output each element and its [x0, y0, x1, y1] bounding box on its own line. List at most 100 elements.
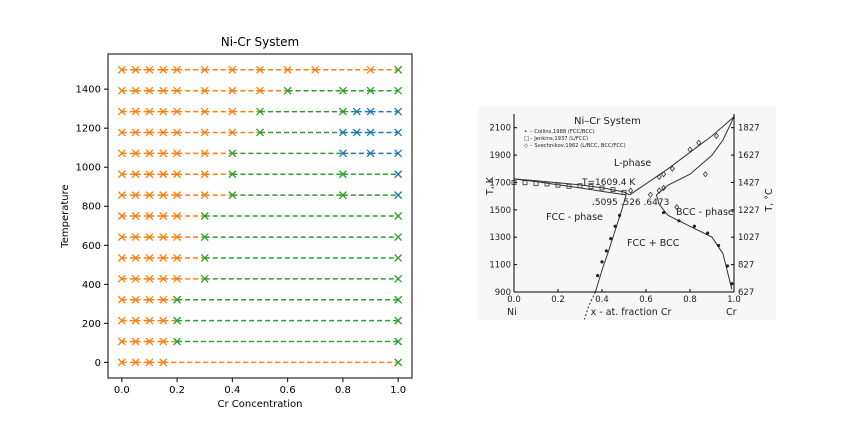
x-marker-fcc	[131, 170, 140, 179]
x-marker-bcc	[394, 191, 403, 200]
x-marker-fcc	[117, 86, 126, 95]
legend-entry: – Collins,1988 (FCC/BCC)	[530, 129, 595, 135]
svechnikov-point	[656, 173, 662, 181]
x-marker-mixed	[394, 254, 403, 262]
x-marker-bcc	[366, 149, 375, 158]
x-marker-fcc	[131, 233, 140, 242]
x-marker-fcc	[173, 274, 182, 283]
eutectic-compositions-label: .5095 .526 .6473	[592, 198, 669, 208]
x-marker-mixed	[394, 212, 403, 220]
x-marker-bcc	[338, 128, 347, 137]
jenkins-point	[544, 181, 550, 187]
x-marker-bcc	[366, 107, 375, 116]
collins-point	[717, 243, 721, 248]
x-marker-fcc	[145, 233, 154, 242]
celsius-tick-label: 1427	[738, 178, 760, 188]
x-marker-fcc	[131, 316, 140, 325]
svechnikov-point	[696, 139, 702, 146]
x-axis-label: Cr Concentration	[217, 399, 302, 410]
legend-entry: – Svechnikov,1962 (L/BCC, BCC/FCC)	[530, 143, 626, 149]
x-marker-fcc	[145, 358, 154, 367]
kelvin-tick-label: 1100	[489, 261, 511, 271]
x-marker-fcc	[117, 274, 126, 283]
x-marker-fcc	[145, 337, 154, 346]
kelvin-tick-label: 900	[495, 288, 511, 298]
y-axis-label: Temperature	[60, 184, 71, 248]
x-tick-label: 0.4	[224, 385, 240, 396]
x-marker-fcc	[117, 65, 126, 74]
fcc-liquidus-curve	[513, 178, 630, 196]
fcc-solvus-curve	[594, 194, 627, 293]
collins-point	[609, 237, 613, 241]
x-marker-bcc	[394, 107, 403, 116]
x-marker-bcc	[394, 128, 403, 137]
x-marker-bcc	[352, 128, 361, 137]
x-marker-fcc	[200, 65, 209, 74]
x-marker-fcc	[117, 254, 126, 262]
x-marker-fcc	[131, 295, 140, 304]
y-tick-label: 1400	[76, 85, 101, 96]
kelvin-tick-label: 1900	[489, 151, 511, 161]
svechnikov-point	[713, 132, 719, 140]
x-marker-fcc	[117, 149, 126, 158]
x-marker-mixed	[394, 274, 403, 283]
x-marker-fcc	[159, 191, 168, 200]
collins-point	[604, 249, 609, 253]
x-marker-fcc	[131, 337, 140, 346]
x-marker-fcc	[173, 170, 182, 179]
x-marker-fcc	[117, 316, 126, 325]
jenkins-point	[599, 185, 605, 191]
x-marker-fcc	[159, 86, 168, 95]
collins-point	[725, 264, 730, 268]
x-marker-fcc	[131, 274, 140, 283]
liquid-phase-label: L-phase	[614, 158, 651, 169]
x-marker-mixed	[394, 316, 403, 325]
fcc-phase-label: FCC - phase	[546, 212, 603, 223]
svechnikov-point	[687, 146, 693, 153]
celsius-tick-label: 1627	[738, 151, 760, 161]
phase-x-tick-label: 0.2	[551, 295, 565, 305]
jenkins-point	[610, 187, 616, 192]
collins-point	[692, 224, 697, 228]
celsius-tick-label: 827	[738, 261, 754, 271]
x-marker-mixed	[200, 212, 209, 220]
phase-boundary-curves	[513, 116, 735, 320]
x-marker-fcc	[131, 212, 140, 220]
x-tick-label: 0.8	[335, 385, 351, 396]
x-marker-mixed	[173, 316, 182, 325]
x-marker-fcc	[131, 149, 140, 158]
composition-axis-label: x - at. fraction Cr	[591, 307, 672, 318]
x-marker-fcc	[283, 65, 292, 74]
jenkins-point	[566, 183, 572, 189]
x-marker-fcc	[145, 65, 154, 74]
kelvin-tick-label: 1500	[489, 206, 511, 216]
x-marker-fcc	[159, 316, 168, 325]
x-marker-fcc	[311, 65, 320, 74]
plot-frame	[107, 53, 413, 379]
eutectic-temperature-label: T=1609.4 K	[581, 178, 636, 188]
x-marker-fcc	[131, 254, 140, 262]
x-marker-mixed	[394, 233, 403, 242]
x-marker-fcc	[173, 233, 182, 242]
celsius-axis-label: T, °C	[764, 188, 775, 213]
x-marker-fcc	[173, 212, 182, 220]
legend-symbol: •	[524, 129, 527, 135]
x-marker-fcc	[117, 128, 126, 137]
x-marker-fcc	[200, 107, 209, 116]
x-marker-fcc	[159, 107, 168, 116]
x-marker-fcc	[173, 107, 182, 116]
svechnikov-point	[674, 203, 680, 211]
x-marker-fcc	[117, 233, 126, 242]
y-tick-label: 200	[82, 319, 101, 330]
x-marker-fcc	[159, 170, 168, 179]
ni-end-label: Ni	[507, 307, 517, 318]
two-phase-region-label: FCC + BCC	[627, 238, 680, 249]
x-marker-fcc	[159, 65, 168, 74]
x-marker-fcc	[173, 254, 182, 262]
collins-point	[677, 219, 681, 223]
x-marker-mixed	[338, 86, 347, 95]
x-marker-mixed	[338, 170, 347, 179]
collins-point	[600, 260, 604, 264]
x-marker-fcc	[145, 295, 154, 304]
x-marker-fcc	[117, 212, 126, 220]
